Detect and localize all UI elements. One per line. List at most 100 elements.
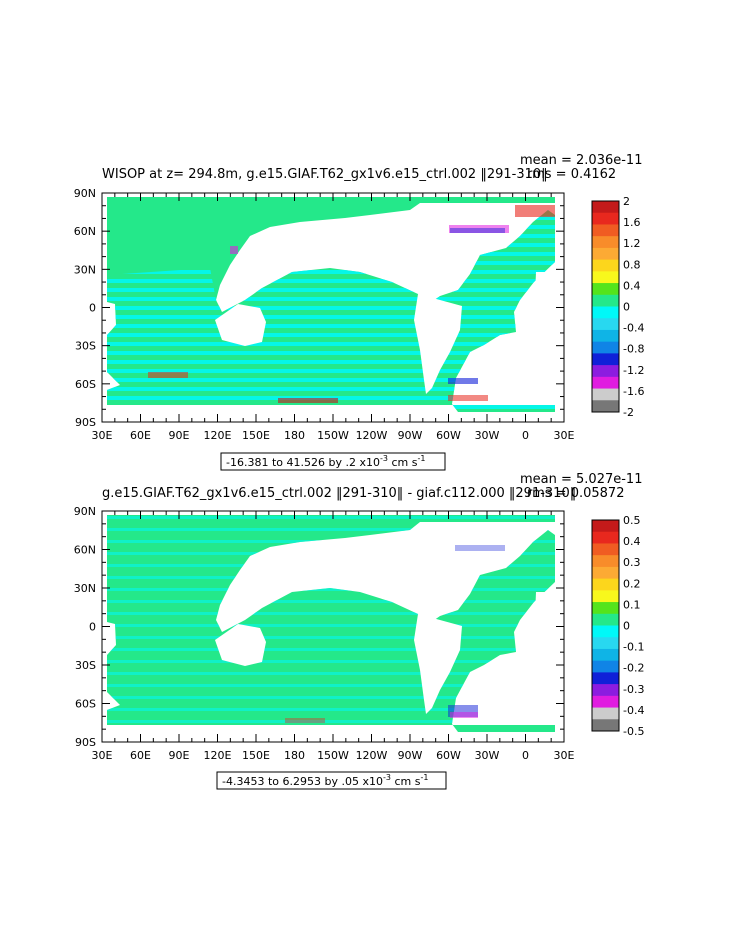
colorbar-label: 0.5 (623, 514, 641, 527)
colorbar-swatch (592, 684, 619, 697)
x-tick-label: 30W (475, 749, 500, 762)
y-tick-label: 90S (75, 416, 96, 429)
colorbar-swatch (592, 318, 619, 331)
mean-label: mean = 5.027e-11 (520, 472, 642, 487)
colorbar-swatch (592, 625, 619, 638)
y-tick-label: 0 (89, 302, 96, 315)
x-tick-label: 120E (204, 749, 232, 762)
colorbar-swatch (592, 719, 619, 732)
y-axis-ticks: 90N 60N 30N 0 30S 60S 90S (74, 505, 564, 749)
x-axis-ticks: 30E 60E 90E 120E 150E 180 150W 120W 90W 60W 30W 0 30… (92, 193, 575, 442)
x-tick-label: 90E (169, 429, 190, 442)
x-tick-label: 60W (436, 429, 461, 442)
rms-label: rms = 0.05872 (527, 486, 624, 501)
x-tick-label: 0 (522, 429, 529, 442)
colorbar-label: -0.5 (623, 725, 644, 738)
map-area (101, 510, 565, 743)
colorbar-swatch (592, 376, 619, 390)
x-tick-label: 30E (554, 429, 575, 442)
y-tick-label: 30N (74, 582, 96, 595)
colorbar-swatch (592, 353, 619, 366)
colorbar-label: -0.3 (623, 683, 644, 696)
colorbar: 0.5 0.4 0.3 0.2 0.1 0 -0.1 -0.2 -0.3 -0.4 -0.5 (591, 514, 644, 738)
colorbar-swatch (592, 648, 619, 662)
colorbar-swatch (592, 578, 619, 591)
colorbar-label: -0.2 (623, 662, 644, 675)
x-tick-label: 30E (92, 749, 113, 762)
colorbar-swatch (592, 695, 619, 709)
colorbar-swatch (592, 707, 619, 720)
colorbar-swatch (592, 388, 619, 401)
x-tick-label: 90W (398, 429, 423, 442)
colorbar-label: 0.3 (623, 556, 641, 569)
colorbar-swatch (592, 224, 619, 237)
colorbar-swatch (592, 283, 619, 296)
x-tick-label: 120E (204, 429, 232, 442)
colorbar-swatch (592, 602, 619, 615)
x-tick-label: 120W (356, 429, 388, 442)
panel-bottom: g.e15.GIAF.T62_gx1v6.e15_ctrl.002 ‖291-3… (74, 472, 644, 790)
range-box (220, 452, 446, 471)
africa-land (534, 592, 555, 660)
colorbar-label: 0.8 (623, 258, 641, 271)
colorbar-swatch (592, 613, 619, 626)
x-tick-label: 60E (130, 429, 151, 442)
colorbar-swatch (592, 365, 619, 378)
x-axis-ticks: 30E 60E 90E 120E 150E 180 150W 120W 90W 60W 30W 0 30… (92, 511, 575, 762)
mean-label: mean = 2.036e-11 (520, 153, 642, 168)
colorbar-swatch (592, 672, 619, 685)
colorbar-swatch (592, 247, 619, 261)
colorbar-label: -1.2 (623, 364, 644, 377)
colorbar-swatch (592, 660, 619, 673)
australia-land (215, 304, 266, 346)
colorbar-swatch (592, 259, 619, 272)
australia-land (215, 624, 266, 666)
y-tick-label: 60S (75, 698, 96, 711)
x-tick-label: 30W (475, 429, 500, 442)
y-axis-ticks: 90N 60N 30N 0 30S 60S 90S (74, 187, 564, 429)
colorbar-label: 0.2 (623, 577, 641, 590)
y-tick-label: 60N (74, 225, 96, 238)
south-america-land (414, 294, 462, 394)
colorbar-label: 0 (623, 620, 630, 633)
colorbar-label: -0.8 (623, 343, 644, 356)
map-area (101, 192, 565, 423)
colorbar-label: 0 (623, 301, 630, 314)
x-tick-label: 120W (356, 749, 388, 762)
south-america-land (414, 614, 462, 714)
x-tick-label: 60W (436, 749, 461, 762)
colorbar-label: -1.6 (623, 385, 644, 398)
colorbar-swatch (592, 294, 619, 307)
colorbar-swatch (592, 271, 619, 284)
colorbar-swatch (592, 555, 619, 568)
colorbar-label: -0.1 (623, 641, 644, 654)
colorbar-label: 1.6 (623, 216, 641, 229)
y-tick-label: 30N (74, 263, 96, 276)
x-tick-label: 30E (92, 429, 113, 442)
colorbar-swatch (592, 212, 619, 225)
noise-dots (148, 205, 555, 403)
noise-dots (285, 545, 505, 723)
colorbar-label: 0.1 (623, 598, 641, 611)
y-tick-label: 90N (74, 505, 96, 518)
colorbar-label: -0.4 (623, 322, 644, 335)
y-tick-label: 90N (74, 187, 96, 200)
y-tick-label: 90S (75, 736, 96, 749)
colorbar: 2 1.6 1.2 0.8 0.4 0 -0.4 -0.8 -1.2 -1.6 -2 (591, 195, 644, 419)
panel-title: WISOP at z= 294.8m, g.e15.GIAF.T62_gx1v6… (102, 167, 548, 182)
range-label: -4.3453 to 6.2953 by .05 x10-3 cm s-1 (222, 773, 428, 788)
colorbar-swatch (592, 201, 619, 214)
colorbar-swatch (592, 637, 619, 650)
colorbar-label: 0.4 (623, 279, 641, 292)
range-label: -16.381 to 41.526 by .2 x10-3 cm s-1 (226, 454, 425, 469)
x-tick-label: 90W (398, 749, 423, 762)
y-tick-label: 60N (74, 544, 96, 557)
x-tick-label: 0 (522, 749, 529, 762)
x-tick-label: 180 (284, 429, 305, 442)
x-tick-label: 150W (317, 749, 349, 762)
colorbar-label: 2 (623, 195, 630, 208)
colorbar-swatch (592, 306, 619, 319)
x-tick-label: 90E (169, 749, 190, 762)
y-tick-label: 0 (89, 621, 96, 634)
